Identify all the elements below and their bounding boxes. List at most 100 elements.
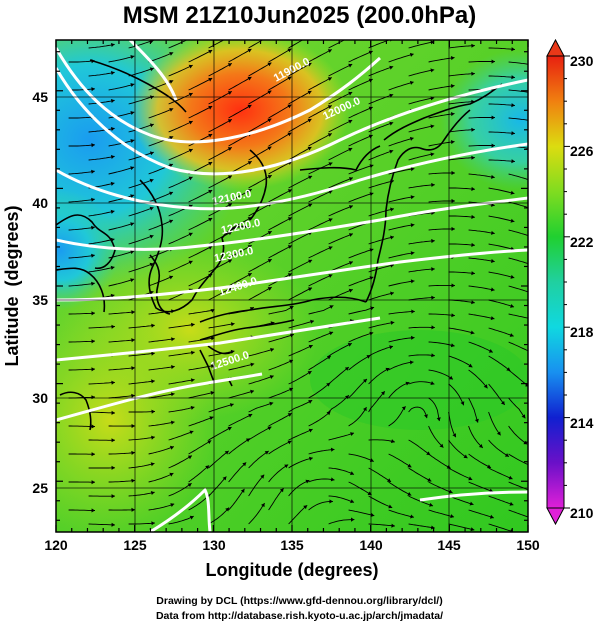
streamline: [328, 147, 353, 161]
y-tick-label: 35: [32, 292, 48, 308]
streamline: [328, 233, 354, 245]
streamline: [348, 406, 367, 427]
streamline-arrowhead: [284, 464, 289, 469]
axis-ticks: [55, 40, 529, 532]
streamline-arrowhead: [471, 242, 475, 247]
streamline-arrowhead: [110, 99, 115, 103]
colorbar-min-arrow: [546, 507, 565, 526]
streamline: [448, 215, 475, 218]
temperature-shading: [56, 40, 528, 532]
streamline-arrowhead: [390, 320, 395, 325]
streamline-arrowhead: [188, 204, 193, 209]
streamline: [248, 202, 272, 217]
streamline: [328, 40, 346, 49]
streamline: [108, 278, 135, 287]
streamline: [368, 208, 395, 217]
streamline-arrowhead: [110, 71, 115, 75]
streamline-arrowhead: [269, 401, 274, 406]
streamline-arrowhead: [469, 501, 474, 506]
streamline-arrowhead: [451, 283, 455, 288]
streamline: [288, 344, 313, 357]
streamline: [268, 76, 292, 91]
streamline-arrowhead: [328, 246, 333, 250]
streamline: [128, 263, 154, 273]
streamline: [148, 219, 174, 231]
streamline-arrowhead: [471, 71, 475, 76]
streamline-arrowhead: [308, 259, 313, 264]
streamline: [188, 77, 213, 91]
streamline-arrowhead: [471, 300, 475, 305]
streamline-arrowhead: [390, 291, 394, 296]
colorbar-label: 226: [570, 143, 594, 159]
streamline-arrowhead: [169, 136, 174, 140]
streamline-arrowhead: [247, 245, 252, 249]
streamline-arrowhead: [130, 250, 135, 255]
streamline-arrowhead: [131, 393, 135, 398]
streamline-arrowhead: [267, 62, 272, 67]
streamline-arrowhead: [347, 343, 352, 347]
streamline-arrowhead: [491, 143, 495, 148]
streamline-arrowhead: [189, 515, 194, 520]
height-contours: [56, 40, 528, 532]
streamline: [208, 259, 233, 273]
streamline-arrowhead: [169, 191, 173, 196]
streamline-arrowhead: [327, 77, 332, 81]
streamline-arrowhead: [267, 146, 272, 151]
streamline-arrowhead: [328, 190, 333, 194]
streamline-arrowhead: [451, 198, 455, 203]
streamline-arrowhead: [111, 494, 115, 499]
streamline: [228, 390, 255, 399]
y-tick-labels: 25 30 35 40 45: [32, 89, 48, 496]
streamline-arrowhead: [388, 504, 393, 509]
streamline: [268, 440, 292, 455]
streamline: [468, 145, 495, 147]
streamline-arrowhead: [488, 349, 493, 353]
streamline: [488, 495, 514, 506]
streamline: [168, 176, 193, 189]
streamline: [328, 63, 353, 77]
streamline-arrowhead: [267, 231, 272, 235]
streamline: [368, 439, 395, 443]
streamline: [428, 113, 455, 119]
streamline-arrowhead: [491, 174, 495, 179]
streamline-arrowhead: [267, 175, 272, 179]
streamline: [508, 313, 528, 319]
credit-drawing: Drawing by DCL (https://www.gfd-dennou.o…: [156, 595, 443, 607]
streamline: [188, 416, 214, 427]
streamline: [368, 467, 392, 483]
streamline-arrowhead: [431, 182, 435, 187]
streamline: [368, 150, 394, 161]
streamline-arrowhead: [227, 175, 232, 180]
streamline-arrowhead: [269, 375, 274, 379]
streamline-arrowhead: [308, 35, 312, 39]
streamline: [488, 383, 506, 406]
streamline-arrowhead: [287, 189, 292, 193]
streamline-arrowhead: [208, 77, 213, 82]
streamline: [148, 163, 174, 175]
streamline: [248, 474, 265, 497]
streamline: [468, 257, 495, 263]
streamline-arrowhead: [430, 152, 435, 157]
streamline: [448, 129, 475, 133]
streamline-arrowhead: [191, 322, 195, 327]
streamline-arrowhead: [309, 456, 313, 461]
streamline-arrowhead: [169, 163, 173, 168]
streamline-arrowhead: [366, 355, 371, 359]
streamline: [208, 40, 225, 49]
streamline: [488, 523, 514, 532]
streamline: [168, 482, 192, 497]
streamline-arrowhead: [463, 454, 468, 459]
streamline-arrowhead: [471, 155, 475, 160]
streamline-arrowhead: [130, 139, 135, 143]
streamline: [168, 430, 194, 441]
streamline-arrowhead: [363, 379, 367, 383]
streamline: [428, 172, 455, 175]
streamline-arrowhead: [387, 478, 391, 482]
streamline: [408, 97, 435, 105]
streamline: [188, 49, 213, 63]
streamline: [508, 481, 528, 491]
streamline: [368, 66, 394, 77]
streamline: [248, 118, 272, 133]
streamline: [388, 137, 414, 147]
streamline-arrowhead: [471, 43, 475, 48]
